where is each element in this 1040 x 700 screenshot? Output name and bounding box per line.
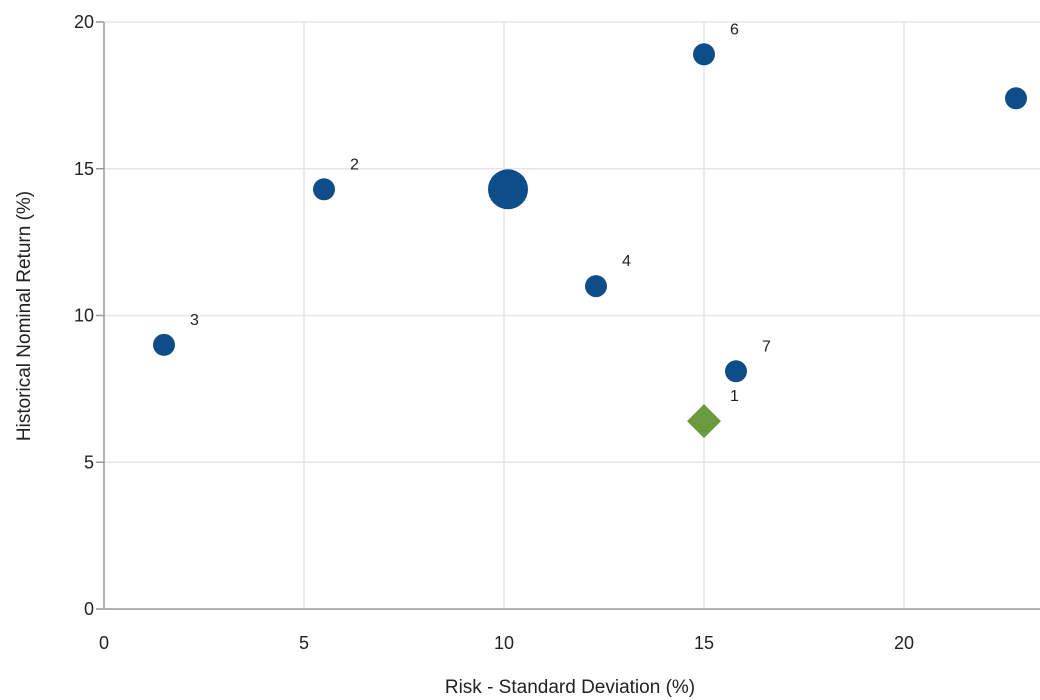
circle-point xyxy=(488,169,528,210)
y-tick-label: 0 xyxy=(84,599,94,619)
point-label: 2 xyxy=(350,156,359,173)
point-label: 3 xyxy=(190,312,199,329)
circle-point xyxy=(1005,87,1027,110)
diamond-point xyxy=(687,404,721,439)
x-tick-label: 0 xyxy=(99,633,109,653)
y-tick-label: 20 xyxy=(74,12,94,32)
circle-point xyxy=(585,275,607,298)
grid-lines xyxy=(104,21,1040,609)
circle-point xyxy=(725,360,747,383)
y-tick-label: 10 xyxy=(74,306,94,326)
x-tick-label: 20 xyxy=(894,633,914,653)
axes xyxy=(96,21,1040,610)
point-label: 7 xyxy=(762,338,771,355)
data-points xyxy=(153,43,1027,439)
point-label: 6 xyxy=(730,21,739,38)
x-tick-label: 15 xyxy=(694,633,714,653)
point-labels: 3 2 4 6 7 1 xyxy=(190,21,771,405)
x-axis-title: Risk - Standard Deviation (%) xyxy=(445,677,695,698)
circle-point xyxy=(153,333,175,356)
y-tick-label: 5 xyxy=(84,452,94,472)
point-label: 4 xyxy=(622,253,631,270)
circle-point xyxy=(313,178,335,201)
y-tick-label: 15 xyxy=(74,159,94,179)
x-tick-label: 10 xyxy=(494,633,514,653)
circle-point xyxy=(693,43,715,66)
x-tick-label: 5 xyxy=(299,633,309,653)
point-label: 1 xyxy=(730,388,739,405)
tick-labels: 0 5 10 15 20 0 5 10 15 20 xyxy=(74,12,914,653)
y-axis-title: Historical Nominal Return (%) xyxy=(14,191,35,441)
